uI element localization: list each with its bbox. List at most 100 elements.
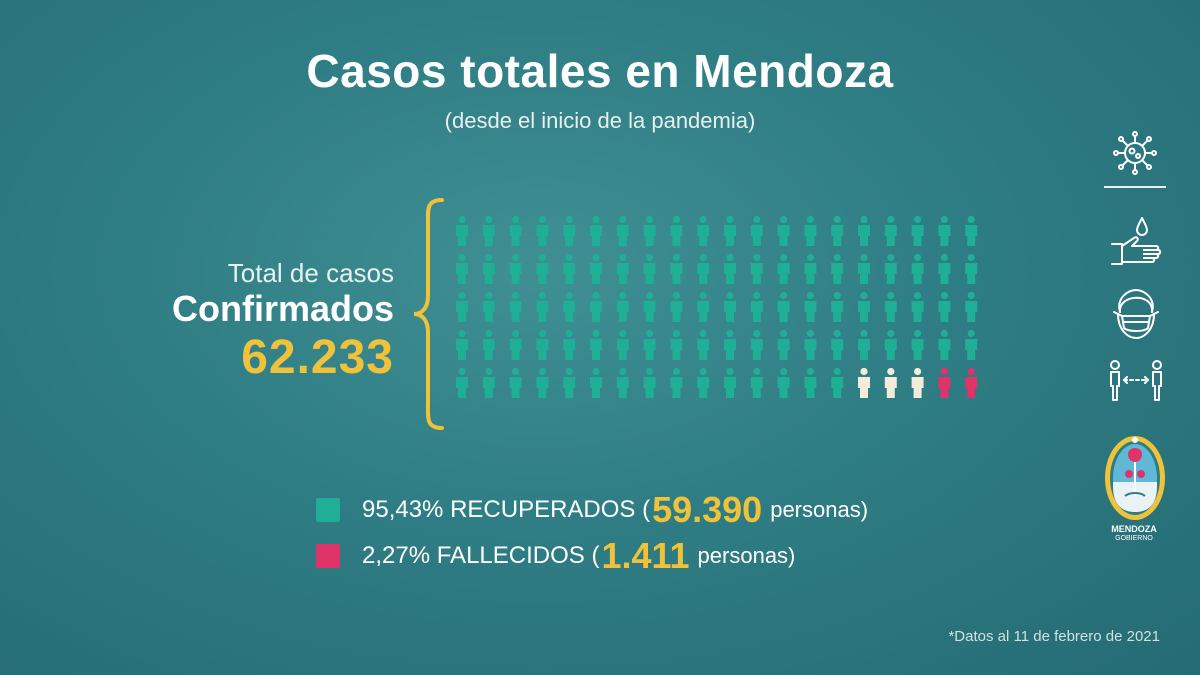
person-icon-recovered <box>509 367 522 398</box>
person-icon-recovered <box>643 291 656 322</box>
person-icon-recovered <box>536 215 549 246</box>
person-icon-recovered <box>482 291 495 322</box>
person-icon-recovered <box>777 329 790 360</box>
person-icon-recovered <box>563 215 576 246</box>
person-icon-recovered <box>590 329 602 360</box>
data-date-footnote: *Datos al 11 de febrero de 2021 <box>948 628 1160 645</box>
person-icon-recovered <box>911 253 924 284</box>
person-icon-recovered <box>563 367 576 398</box>
person-icon-recovered <box>590 291 602 322</box>
person-icon-recovered <box>750 291 763 322</box>
person-icon-recovered <box>831 215 844 246</box>
person-icon-recovered <box>697 291 710 322</box>
person-icon-recovered <box>616 329 629 360</box>
curly-brace-icon <box>413 198 444 430</box>
person-icon-recovered <box>750 329 763 360</box>
confirmed-label: Confirmados <box>171 288 394 329</box>
person-icon-recovered <box>965 253 978 284</box>
person-icon-recovered <box>643 215 656 246</box>
person-icon-recovered <box>643 253 656 284</box>
person-icon-recovered <box>456 253 468 284</box>
person-icon-recovered <box>536 253 549 284</box>
person-icon-recovered <box>724 367 736 398</box>
person-icon-recovered <box>563 329 576 360</box>
person-icon-recovered <box>482 367 495 398</box>
person-icon-recovered <box>965 329 978 360</box>
person-icon-recovered <box>509 329 522 360</box>
hand-wash-icon <box>1111 217 1162 265</box>
person-icon-recovered <box>563 253 576 284</box>
recovered-swatch <box>316 498 340 522</box>
person-icon-recovered <box>456 215 468 246</box>
legend-recovered: 95,43% RECUPERADOS ( 59.390 personas) <box>316 489 868 530</box>
person-icon-recovered <box>911 215 924 246</box>
person-icon-recovered <box>804 367 817 398</box>
person-icon-recovered <box>884 291 897 322</box>
recovered-number: 59.390 <box>652 489 763 530</box>
person-icon-recovered <box>831 253 844 284</box>
crest-label: MENDOZA GOBIERNO <box>1102 524 1166 544</box>
person-icon-recovered <box>724 215 736 246</box>
person-icon-recovered <box>938 215 951 246</box>
person-icon-recovered <box>804 291 817 322</box>
person-icon-recovered <box>911 291 924 322</box>
person-icon-deceased <box>938 367 951 398</box>
page-subtitle: (desde el inicio de la pandemia) <box>444 108 756 133</box>
deceased-swatch <box>316 544 340 568</box>
person-icon-recovered <box>456 367 468 398</box>
person-icon-recovered <box>456 291 468 322</box>
person-icon-recovered <box>804 329 817 360</box>
person-icon-recovered <box>697 367 710 398</box>
person-icon-recovered <box>724 329 736 360</box>
person-icon-recovered <box>536 329 549 360</box>
person-icon-recovered <box>750 253 763 284</box>
person-icon-recovered <box>938 253 951 284</box>
person-icon-recovered <box>965 215 978 246</box>
person-icon-recovered <box>590 367 602 398</box>
person-icon-recovered <box>616 253 629 284</box>
person-icon-recovered <box>590 215 602 246</box>
deceased-suffix: personas) <box>697 543 796 568</box>
pictogram-grid <box>456 215 978 398</box>
person-icon-recovered <box>911 329 924 360</box>
face-mask-icon <box>1113 289 1159 339</box>
person-icon-recovered <box>724 253 736 284</box>
person-icon-recovered <box>831 367 844 398</box>
mendoza-crest-icon <box>1105 436 1165 520</box>
person-icon-recovered <box>670 215 683 246</box>
person-icon-recovered <box>509 215 522 246</box>
person-icon-recovered <box>482 253 495 284</box>
person-icon-recovered <box>777 215 790 246</box>
person-icon-recovered <box>616 367 629 398</box>
person-icon-recovered <box>670 253 683 284</box>
person-icon-recovered <box>884 329 897 360</box>
person-icon-recovered <box>858 291 870 322</box>
person-icon-recovered <box>697 329 710 360</box>
person-icon-recovered <box>482 215 495 246</box>
deceased-text: 2,27% FALLECIDOS ( <box>362 542 600 569</box>
person-icon-recovered <box>670 291 683 322</box>
person-icon-recovered <box>858 253 870 284</box>
person-icon-recovered <box>697 253 710 284</box>
person-icon-recovered <box>670 329 683 360</box>
person-icon-recovered <box>482 329 495 360</box>
person-icon-recovered <box>670 367 683 398</box>
person-icon-recovered <box>590 253 602 284</box>
person-icon-recovered <box>750 367 763 398</box>
person-icon-recovered <box>724 291 736 322</box>
person-icon-deceased <box>965 367 978 398</box>
person-icon-recovered <box>777 367 790 398</box>
person-icon-recovered <box>697 215 710 246</box>
person-icon-recovered <box>643 367 656 398</box>
person-icon-recovered <box>456 329 468 360</box>
person-icon-recovered <box>643 329 656 360</box>
person-icon-recovered <box>563 291 576 322</box>
person-icon-recovered <box>536 291 549 322</box>
virus-icon <box>1113 131 1157 175</box>
person-icon-recovered <box>536 367 549 398</box>
person-icon-recovered <box>750 215 763 246</box>
person-icon-recovered <box>858 329 870 360</box>
person-icon-active <box>884 367 897 398</box>
person-icon-active <box>858 367 870 398</box>
crest-line2: GOBIERNO <box>1115 535 1153 542</box>
